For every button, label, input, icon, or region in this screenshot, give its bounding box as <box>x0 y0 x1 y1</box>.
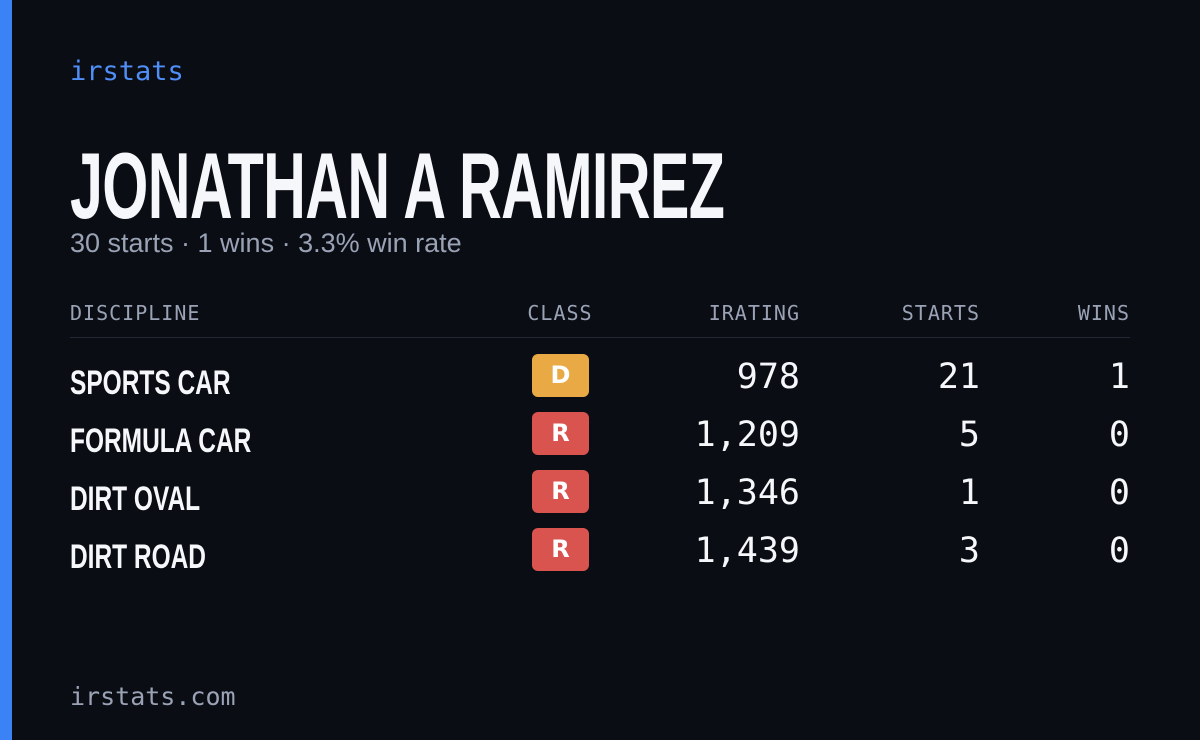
class-badge: R <box>532 412 589 455</box>
summary: 30 starts · 1 wins · 3.3% win rate <box>70 228 462 258</box>
divider <box>70 337 1130 338</box>
brand: irstats <box>70 56 184 87</box>
driver-name: JONATHAN A RAMIREZ <box>70 133 725 238</box>
starts: 5 <box>958 415 980 455</box>
class-badge: R <box>532 528 589 571</box>
discipline: DIRT ROAD <box>70 538 207 576</box>
starts: 3 <box>958 531 980 571</box>
column-header: DISCIPLINE <box>70 301 201 325</box>
footer-site: irstats.com <box>70 682 236 711</box>
discipline: DIRT OVAL <box>70 480 201 518</box>
irating: 1,346 <box>694 473 800 513</box>
column-header: CLASS <box>527 301 593 325</box>
irating: 978 <box>736 357 800 397</box>
column-header: STARTS <box>901 301 980 325</box>
discipline: SPORTS CAR <box>70 364 231 402</box>
starts: 21 <box>937 357 980 397</box>
accent-bar <box>0 0 12 740</box>
wins: 0 <box>1108 473 1130 513</box>
class-badge: R <box>532 470 589 513</box>
wins: 1 <box>1108 357 1130 397</box>
irating: 1,439 <box>694 531 800 571</box>
discipline: FORMULA CAR <box>70 422 252 460</box>
wins: 0 <box>1108 415 1130 455</box>
class-badge: D <box>532 354 589 397</box>
starts: 1 <box>958 473 980 513</box>
column-header: WINS <box>1077 301 1130 325</box>
irating: 1,209 <box>694 415 800 455</box>
column-header: IRATING <box>708 301 800 325</box>
wins: 0 <box>1108 531 1130 571</box>
